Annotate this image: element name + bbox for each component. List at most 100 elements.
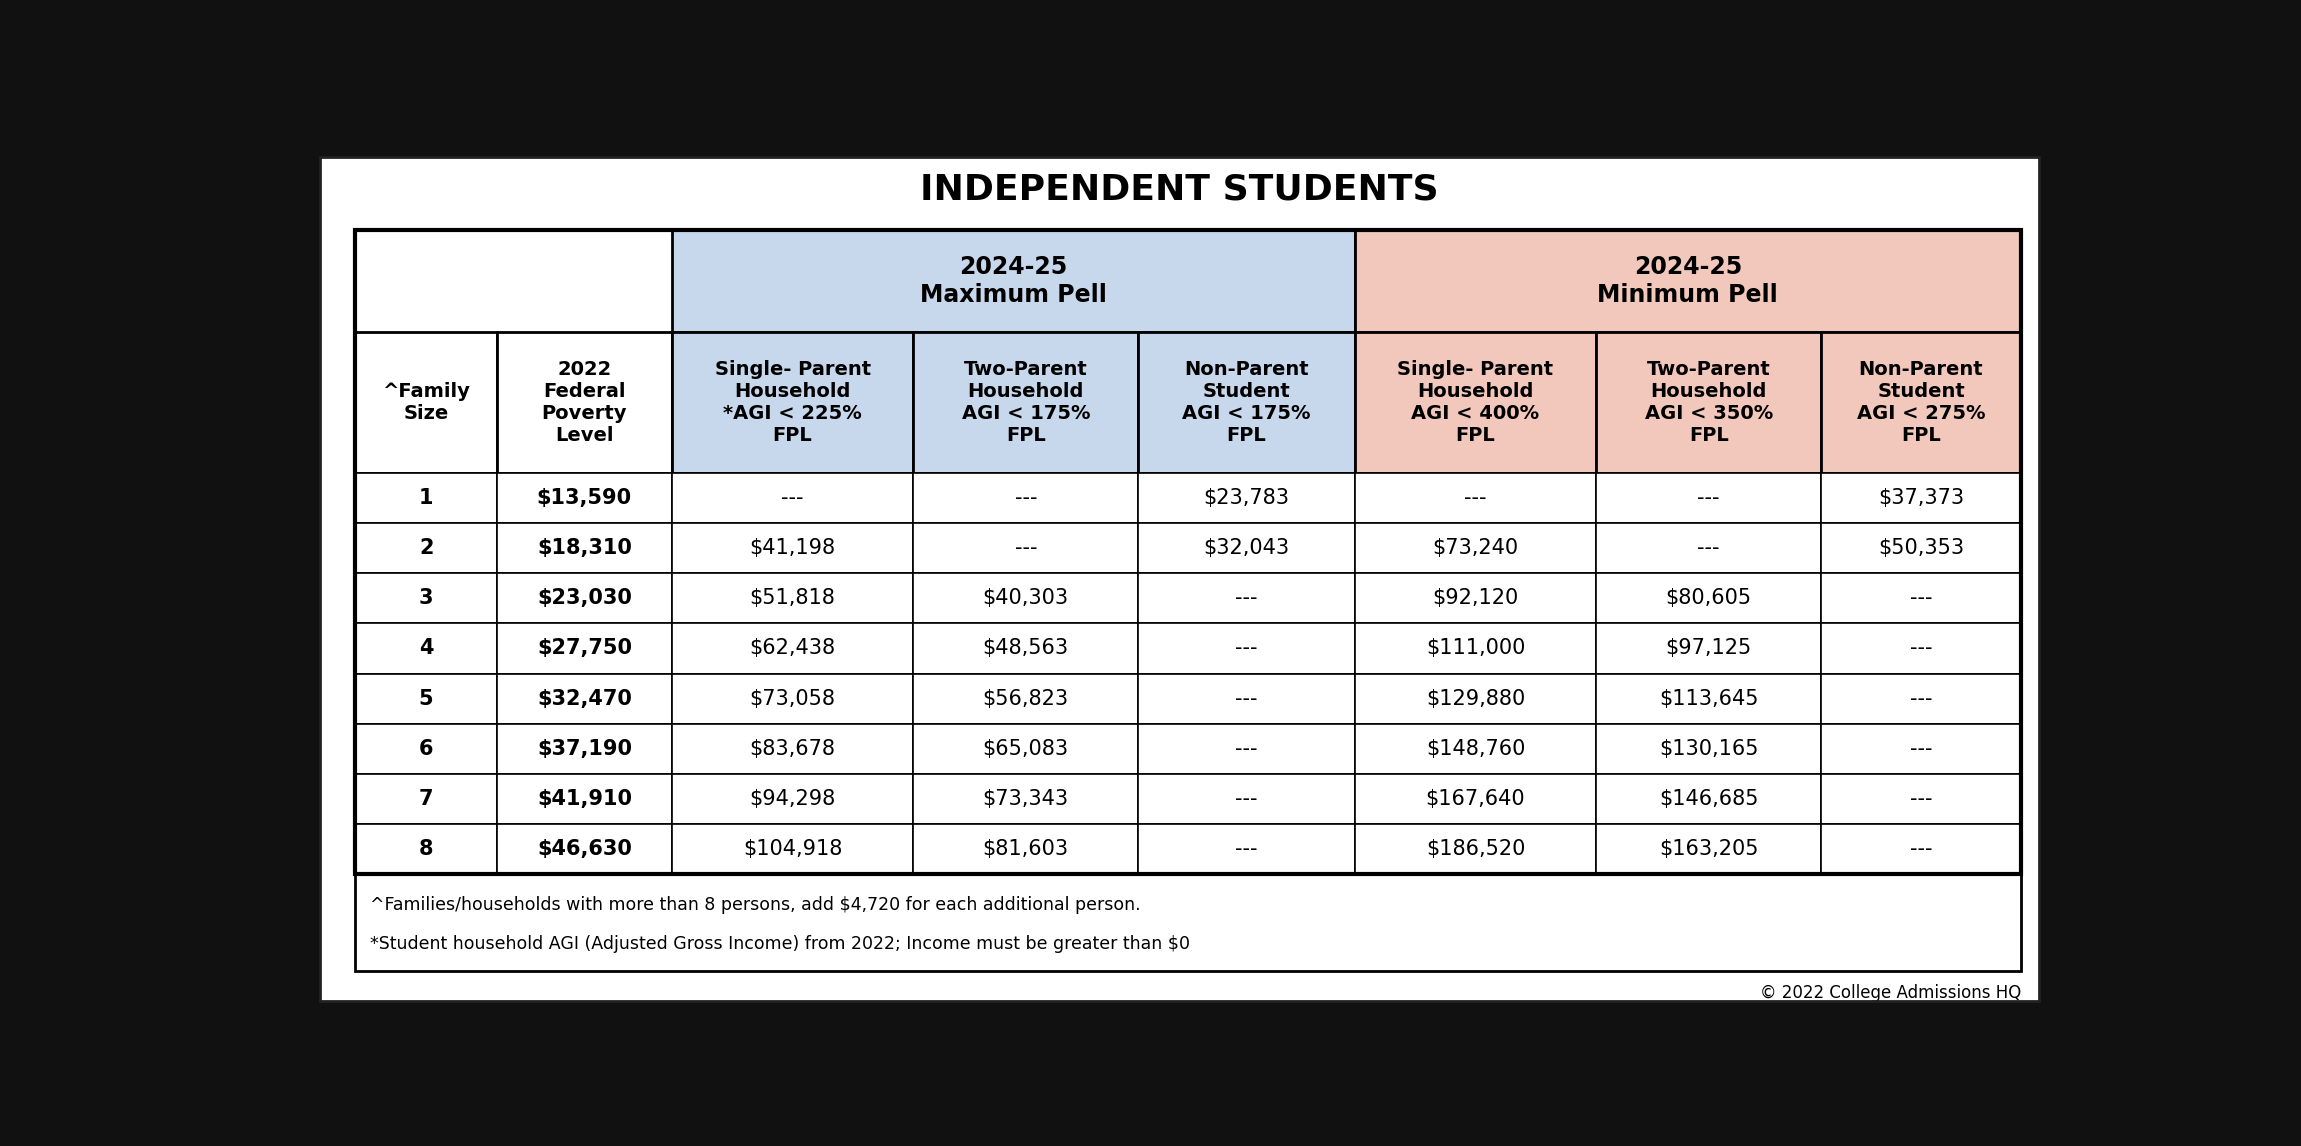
Text: *Student household AGI (Adjusted Gross Income) from 2022; Income must be greater: *Student household AGI (Adjusted Gross I… <box>370 935 1190 953</box>
Text: $50,353: $50,353 <box>1878 539 1965 558</box>
Bar <box>672 331 913 473</box>
Text: 2024-25
Minimum Pell: 2024-25 Minimum Pell <box>1597 256 1779 307</box>
Text: ---: --- <box>1698 539 1719 558</box>
Bar <box>1355 724 1597 774</box>
Bar <box>913 623 1139 674</box>
Text: $83,678: $83,678 <box>750 739 835 759</box>
Bar <box>1820 724 2020 774</box>
Bar <box>672 473 913 523</box>
Bar <box>354 774 497 824</box>
Text: $104,918: $104,918 <box>743 839 842 860</box>
Bar <box>497 523 672 573</box>
Text: INDEPENDENT STUDENTS: INDEPENDENT STUDENTS <box>920 172 1438 206</box>
Bar <box>354 473 497 523</box>
Bar <box>913 724 1139 774</box>
Text: 2: 2 <box>419 539 433 558</box>
Text: $94,298: $94,298 <box>750 790 835 809</box>
Text: $37,190: $37,190 <box>536 739 633 759</box>
Bar <box>913 573 1139 623</box>
Text: $41,198: $41,198 <box>750 539 835 558</box>
Text: ---: --- <box>1910 638 1933 659</box>
Bar <box>497 674 672 724</box>
Text: 6: 6 <box>419 739 433 759</box>
Bar <box>672 623 913 674</box>
Text: ---: --- <box>1236 588 1259 609</box>
Text: $163,205: $163,205 <box>1659 839 1758 860</box>
Text: 7: 7 <box>419 790 433 809</box>
Text: ---: --- <box>1236 790 1259 809</box>
Bar <box>672 573 913 623</box>
Bar <box>497 331 672 473</box>
Bar <box>1820 473 2020 523</box>
Text: Two-Parent
Household
AGI < 350%
FPL: Two-Parent Household AGI < 350% FPL <box>1645 360 1772 445</box>
Bar <box>497 573 672 623</box>
Text: ---: --- <box>1698 488 1719 508</box>
Bar <box>672 230 1355 331</box>
Text: ---: --- <box>1236 839 1259 860</box>
Bar <box>1355 623 1597 674</box>
Bar <box>354 674 497 724</box>
Text: Single- Parent
Household
AGI < 400%
FPL: Single- Parent Household AGI < 400% FPL <box>1397 360 1553 445</box>
Text: Non-Parent
Student
AGI < 275%
FPL: Non-Parent Student AGI < 275% FPL <box>1857 360 1986 445</box>
Bar <box>1139 331 1355 473</box>
Bar <box>1820 774 2020 824</box>
Text: $18,310: $18,310 <box>536 539 633 558</box>
Bar <box>1355 674 1597 724</box>
Text: 2022
Federal
Poverty
Level: 2022 Federal Poverty Level <box>541 360 628 445</box>
Text: $32,043: $32,043 <box>1203 539 1289 558</box>
Bar <box>672 774 913 824</box>
Bar <box>672 523 913 573</box>
Text: © 2022 College Admissions HQ: © 2022 College Admissions HQ <box>1760 984 2020 1003</box>
Text: $48,563: $48,563 <box>983 638 1070 659</box>
Text: $80,605: $80,605 <box>1666 588 1751 609</box>
Bar <box>354 523 497 573</box>
Bar <box>1820 573 2020 623</box>
Text: 1: 1 <box>419 488 433 508</box>
Bar <box>1355 824 1597 874</box>
Bar <box>913 824 1139 874</box>
Text: $73,240: $73,240 <box>1434 539 1519 558</box>
Bar <box>913 473 1139 523</box>
Text: ---: --- <box>1910 839 1933 860</box>
Bar <box>354 230 2020 874</box>
Bar <box>1820 623 2020 674</box>
Bar <box>1139 473 1355 523</box>
Bar <box>672 724 913 774</box>
Text: $56,823: $56,823 <box>983 689 1070 708</box>
Bar <box>1139 523 1355 573</box>
Bar <box>497 824 672 874</box>
Text: $92,120: $92,120 <box>1431 588 1519 609</box>
Bar <box>913 674 1139 724</box>
Text: $146,685: $146,685 <box>1659 790 1758 809</box>
Text: Non-Parent
Student
AGI < 175%
FPL: Non-Parent Student AGI < 175% FPL <box>1183 360 1312 445</box>
Bar <box>1597 824 1820 874</box>
Bar <box>1820 523 2020 573</box>
Text: 2024-25
Maximum Pell: 2024-25 Maximum Pell <box>920 256 1107 307</box>
Text: $23,783: $23,783 <box>1203 488 1289 508</box>
Text: $32,470: $32,470 <box>536 689 633 708</box>
Bar <box>497 724 672 774</box>
Text: $46,630: $46,630 <box>536 839 633 860</box>
Bar <box>1820 674 2020 724</box>
Bar <box>913 331 1139 473</box>
Text: ---: --- <box>1236 739 1259 759</box>
Text: $37,373: $37,373 <box>1878 488 1965 508</box>
Text: ---: --- <box>1910 588 1933 609</box>
Text: $186,520: $186,520 <box>1427 839 1526 860</box>
Text: Two-Parent
Household
AGI < 175%
FPL: Two-Parent Household AGI < 175% FPL <box>962 360 1091 445</box>
Text: $13,590: $13,590 <box>536 488 633 508</box>
Text: $73,058: $73,058 <box>750 689 835 708</box>
Text: ---: --- <box>1463 488 1486 508</box>
Bar <box>1355 473 1597 523</box>
Text: ---: --- <box>1910 790 1933 809</box>
Bar <box>1820 824 2020 874</box>
Bar <box>1355 230 2020 331</box>
Bar <box>497 473 672 523</box>
Text: $167,640: $167,640 <box>1427 790 1526 809</box>
Bar <box>1355 774 1597 824</box>
Bar <box>1355 523 1597 573</box>
Text: ^Family
Size: ^Family Size <box>382 382 469 423</box>
Text: ---: --- <box>1910 689 1933 708</box>
Bar <box>1597 523 1820 573</box>
Text: 4: 4 <box>419 638 433 659</box>
